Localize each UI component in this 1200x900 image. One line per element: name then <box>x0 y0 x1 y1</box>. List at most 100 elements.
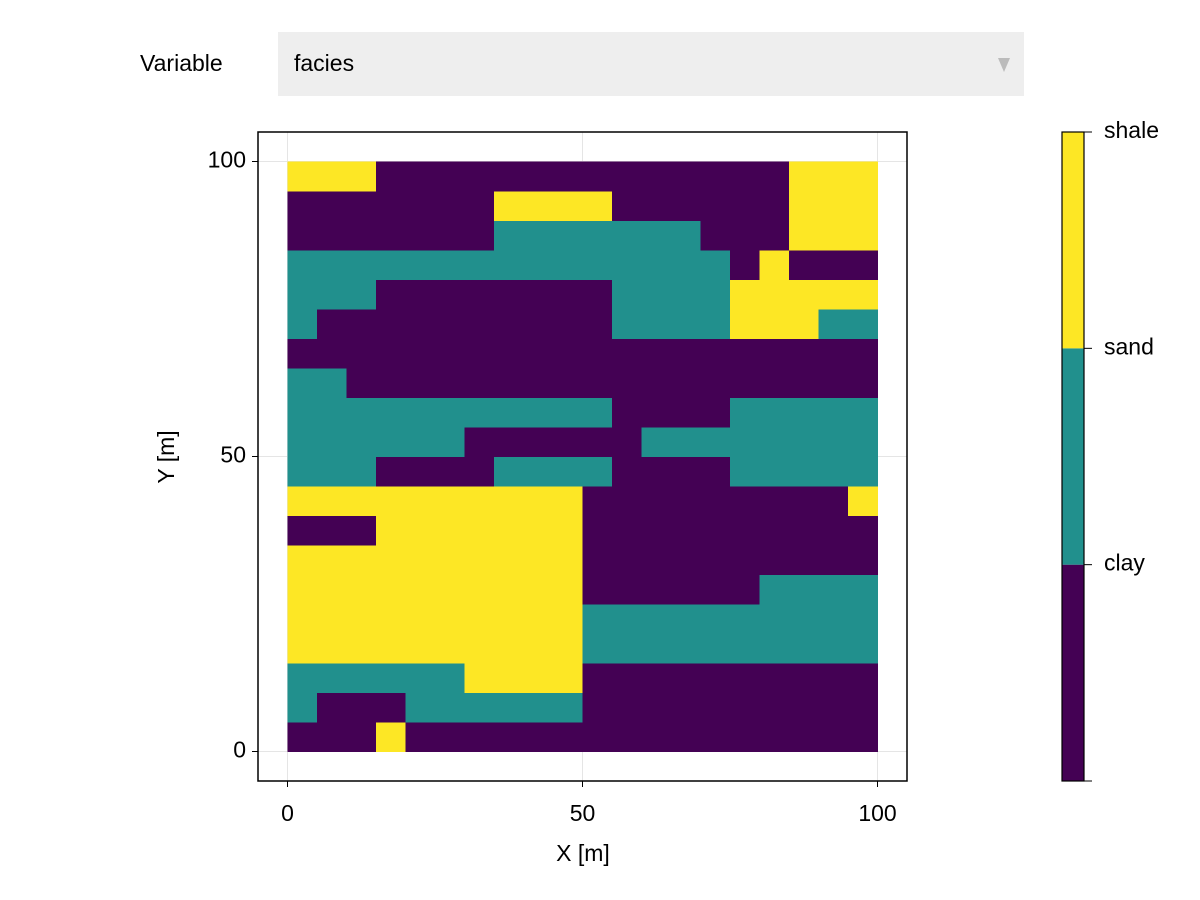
heatmap-cell <box>789 397 820 428</box>
heatmap-cell <box>317 486 348 517</box>
heatmap-cell <box>317 692 348 723</box>
heatmap-cell <box>494 309 525 340</box>
heatmap-cell <box>848 663 879 694</box>
colorbar-segment <box>1062 132 1084 349</box>
heatmap-cell <box>582 604 613 635</box>
heatmap-cell <box>317 279 348 310</box>
heatmap-cell <box>287 338 318 369</box>
heatmap-cell <box>405 161 436 192</box>
heatmap-cell <box>464 368 495 399</box>
heatmap-cell <box>671 722 702 753</box>
heatmap-cell <box>789 161 820 192</box>
heatmap-cell <box>346 633 377 664</box>
heatmap-cell <box>641 368 672 399</box>
heatmap-cell <box>730 456 761 487</box>
x-tick-label: 0 <box>281 800 294 826</box>
heatmap-cell <box>405 663 436 694</box>
heatmap-cell <box>346 161 377 192</box>
heatmap-cell <box>789 515 820 546</box>
dropdown-value[interactable]: facies <box>294 50 354 76</box>
heatmap-cell <box>376 279 407 310</box>
heatmap-cell <box>405 486 436 517</box>
heatmap-cell <box>464 692 495 723</box>
heatmap-cell <box>494 250 525 281</box>
heatmap-cell <box>464 574 495 605</box>
heatmap-cell <box>346 486 377 517</box>
heatmap-cell <box>287 191 318 222</box>
heatmap-cell <box>641 515 672 546</box>
heatmap-cell <box>848 161 879 192</box>
heatmap-cell <box>523 309 554 340</box>
dropdown[interactable]: facies <box>278 32 1024 96</box>
heatmap-cell <box>582 250 613 281</box>
heatmap-cell <box>848 427 879 458</box>
heatmap-cell <box>818 515 849 546</box>
heatmap-cell <box>612 397 643 428</box>
heatmap-cell <box>671 604 702 635</box>
heatmap-cell <box>700 397 731 428</box>
heatmap-cell <box>582 220 613 251</box>
heatmap-cell <box>759 574 790 605</box>
heatmap-cell <box>789 722 820 753</box>
heatmap-cell <box>405 220 436 251</box>
heatmap-cell <box>405 574 436 605</box>
heatmap-cell <box>641 250 672 281</box>
heatmap-cell <box>464 456 495 487</box>
heatmap-cell <box>523 633 554 664</box>
heatmap-cell <box>287 279 318 310</box>
heatmap-cell <box>464 338 495 369</box>
heatmap-cell <box>376 604 407 635</box>
heatmap-cell <box>346 309 377 340</box>
heatmap-cell <box>287 368 318 399</box>
heatmap-cell <box>818 397 849 428</box>
heatmap-cell <box>523 250 554 281</box>
heatmap-cell <box>641 604 672 635</box>
heatmap-cell <box>848 309 879 340</box>
heatmap-cell <box>317 191 348 222</box>
heatmap-cell <box>464 604 495 635</box>
heatmap-cell <box>671 338 702 369</box>
heatmap-cell <box>759 692 790 723</box>
heatmap-cell <box>317 397 348 428</box>
heatmap-cell <box>405 515 436 546</box>
heatmap-cell <box>730 633 761 664</box>
heatmap-cell <box>818 545 849 576</box>
heatmap-cell <box>317 456 348 487</box>
heatmap-cell <box>435 338 466 369</box>
heatmap-cell <box>287 161 318 192</box>
dropdown-box[interactable] <box>278 32 1024 96</box>
heatmap-cell <box>435 663 466 694</box>
heatmap-cell <box>730 191 761 222</box>
heatmap-cell <box>494 545 525 576</box>
heatmap-cell <box>848 338 879 369</box>
heatmap-cell <box>582 574 613 605</box>
heatmap-cell <box>346 574 377 605</box>
heatmap-cell <box>641 309 672 340</box>
heatmap-cell <box>759 633 790 664</box>
heatmap-cell <box>700 486 731 517</box>
heatmap-cell <box>671 515 702 546</box>
heatmap-cell <box>730 604 761 635</box>
heatmap-cell <box>317 604 348 635</box>
heatmap-cell <box>494 191 525 222</box>
heatmap-cell <box>494 220 525 251</box>
heatmap-cell <box>494 515 525 546</box>
heatmap-cell <box>818 279 849 310</box>
heatmap-cell <box>818 722 849 753</box>
heatmap-cell <box>641 663 672 694</box>
heatmap-cell <box>582 456 613 487</box>
heatmap-cell <box>612 191 643 222</box>
heatmap-cell <box>730 338 761 369</box>
heatmap-cell <box>464 515 495 546</box>
dropdown-arrow[interactable] <box>998 58 1010 72</box>
heatmap-cell <box>435 456 466 487</box>
heatmap-cell <box>435 427 466 458</box>
heatmap-cell <box>405 191 436 222</box>
heatmap-cell <box>789 604 820 635</box>
heatmap-cell <box>700 161 731 192</box>
heatmap-cell <box>494 604 525 635</box>
heatmap-cell <box>435 397 466 428</box>
heatmap-cell <box>405 692 436 723</box>
heatmap-cell <box>553 722 584 753</box>
heatmap-cell <box>553 368 584 399</box>
